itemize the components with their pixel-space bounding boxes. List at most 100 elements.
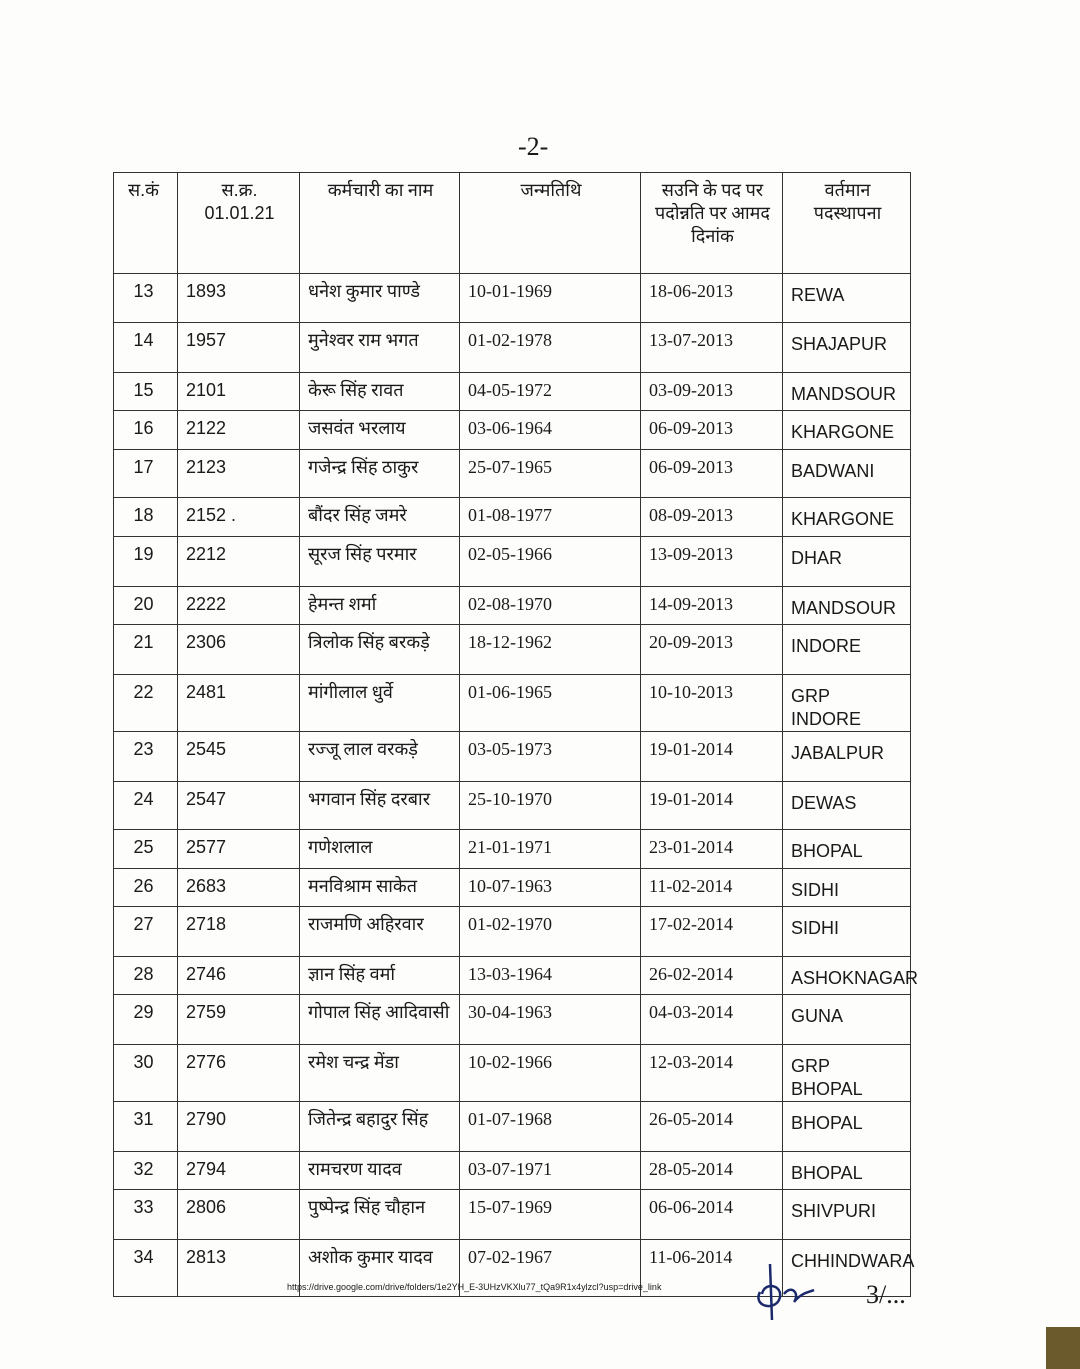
- table-row: 25 2577 गणेशलाल 21-01-1971 23-01-2014 BHOPAL: [113, 829, 911, 869]
- cell-posting: MANDSOUR: [782, 586, 911, 625]
- cell-posting: SIDHI: [782, 868, 911, 907]
- cell-serial: 24: [113, 781, 178, 830]
- cell-serial: 15: [113, 372, 178, 411]
- cell-name: जसवंत भरलाय: [299, 410, 460, 450]
- cell-promotion-date: 18-06-2013: [640, 273, 783, 323]
- cell-promotion-date: 17-02-2014: [640, 906, 783, 957]
- cell-serial: 27: [113, 906, 178, 957]
- cell-dob: 07-02-1967: [459, 1239, 641, 1297]
- page-number: -2-: [518, 132, 549, 161]
- cell-serial: 20: [113, 586, 178, 625]
- cell-dob: 01-02-1978: [459, 322, 641, 373]
- cell-posting: CHHINDWARA: [782, 1239, 914, 1297]
- cell-dob: 03-06-1964: [459, 410, 641, 450]
- table-row: 19 2212 सूरज सिंह परमार 02-05-1966 13-09-201…: [113, 536, 911, 587]
- cell-name: मांगीलाल धुर्वे: [299, 674, 460, 732]
- cell-dob: 10-01-1969: [459, 273, 641, 323]
- cell-name: बौंदर सिंह जमरे: [299, 497, 460, 537]
- cell-promotion-date: 26-02-2014: [640, 956, 783, 995]
- cell-promotion-date: 12-03-2014: [640, 1044, 783, 1102]
- cell-serial: 29: [113, 994, 178, 1045]
- table-row: 20 2222 हेमन्त शर्मा 02-08-1970 14-09-2013 MA…: [113, 586, 911, 625]
- cell-dob: 01-07-1968: [459, 1101, 641, 1152]
- cell-dob: 01-08-1977: [459, 497, 641, 537]
- cell-dob: 15-07-1969: [459, 1189, 641, 1240]
- cell-serial: 17: [113, 449, 178, 498]
- cell-posting: GUNA: [782, 994, 911, 1045]
- cell-serial: 23: [113, 731, 178, 782]
- cell-seniority: 2212: [177, 536, 300, 587]
- cell-posting: BHOPAL: [782, 1101, 911, 1152]
- cell-dob: 10-07-1963: [459, 868, 641, 907]
- table-row: 33 2806 पुष्पेन्द्र सिंह चौहान 15-07-1969 06…: [113, 1189, 911, 1240]
- cell-serial: 33: [113, 1189, 178, 1240]
- cell-dob: 30-04-1963: [459, 994, 641, 1045]
- cell-seniority: 2759: [177, 994, 300, 1045]
- table-row: 34 2813 अशोक कुमार यादव 07-02-1967 11-06-201…: [113, 1239, 914, 1297]
- table-row: 29 2759 गोपाल सिंह आदिवासी 30-04-1963 04-03-…: [113, 994, 911, 1045]
- cell-promotion-date: 06-09-2013: [640, 410, 783, 450]
- cell-name: केरू सिंह रावत: [299, 372, 460, 411]
- cell-serial: 14: [113, 322, 178, 373]
- cell-name: सूरज सिंह परमार: [299, 536, 460, 587]
- cell-name: रमेश चन्द्र मेंडा: [299, 1044, 460, 1102]
- table-row: 26 2683 मनविश्राम साकेत 10-07-1963 11-02-201…: [113, 868, 911, 907]
- cell-seniority: 2806: [177, 1189, 300, 1240]
- cell-dob: 01-06-1965: [459, 674, 641, 732]
- cell-promotion-date: 20-09-2013: [640, 624, 783, 675]
- cell-promotion-date: 13-09-2013: [640, 536, 783, 587]
- table-row: 15 2101 केरू सिंह रावत 04-05-1972 03-09-2013…: [113, 372, 911, 411]
- cell-dob: 02-05-1966: [459, 536, 641, 587]
- cell-serial: 18: [113, 497, 178, 537]
- cell-name: भगवान सिंह दरबार: [299, 781, 460, 830]
- cell-name: मुनेश्वर राम भगत: [299, 322, 460, 373]
- cell-serial: 26: [113, 868, 178, 907]
- cell-serial: 30: [113, 1044, 178, 1102]
- cell-posting: ASHOKNAGAR: [782, 956, 918, 995]
- cell-serial: 13: [113, 273, 178, 323]
- cell-posting: GRP INDORE: [782, 674, 911, 732]
- table-row: 22 2481 मांगीलाल धुर्वे 01-06-1965 10-10-201…: [113, 674, 911, 732]
- employee-table: स.कं स.क्र. 01.01.21 कर्मचारी का नाम जन्…: [113, 172, 918, 1297]
- cell-name: रामचरण यादव: [299, 1151, 460, 1190]
- cell-promotion-date: 10-10-2013: [640, 674, 783, 732]
- cell-name: रज्जू लाल वरकड़े: [299, 731, 460, 782]
- cell-posting: REWA: [782, 273, 911, 323]
- cell-posting: GRP BHOPAL: [782, 1044, 911, 1102]
- cell-posting: SHAJAPUR: [782, 322, 911, 373]
- cell-serial: 32: [113, 1151, 178, 1190]
- cell-promotion-date: 06-09-2013: [640, 449, 783, 498]
- cell-seniority: 2683: [177, 868, 300, 907]
- cell-dob: 04-05-1972: [459, 372, 641, 411]
- cell-name: गजेन्द्र सिंह ठाकुर: [299, 449, 460, 498]
- cell-promotion-date: 04-03-2014: [640, 994, 783, 1045]
- cell-seniority: 2776: [177, 1044, 300, 1102]
- background-edge: [1046, 1327, 1080, 1369]
- cell-seniority: 1893: [177, 273, 300, 323]
- cell-posting: KHARGONE: [782, 497, 911, 537]
- table-row: 21 2306 त्रिलोक सिंह बरकड़े 18-12-1962 20-09…: [113, 624, 911, 675]
- cell-promotion-date: 28-05-2014: [640, 1151, 783, 1190]
- cell-serial: 34: [113, 1239, 178, 1297]
- cell-dob: 03-05-1973: [459, 731, 641, 782]
- cell-name: पुष्पेन्द्र सिंह चौहान: [299, 1189, 460, 1240]
- cell-dob: 03-07-1971: [459, 1151, 641, 1190]
- cell-dob: 25-10-1970: [459, 781, 641, 830]
- cell-seniority: 2794: [177, 1151, 300, 1190]
- cell-seniority: 2790: [177, 1101, 300, 1152]
- cell-promotion-date: 11-02-2014: [640, 868, 783, 907]
- cell-posting: SIDHI: [782, 906, 911, 957]
- cell-seniority: 2222: [177, 586, 300, 625]
- cell-name: राजमणि अहिरवार: [299, 906, 460, 957]
- cell-posting: JABALPUR: [782, 731, 911, 782]
- cell-dob: 10-02-1966: [459, 1044, 641, 1102]
- table-row: 27 2718 राजमणि अहिरवार 01-02-1970 17-02-2014…: [113, 906, 911, 957]
- cell-name: धनेश कुमार पाण्डे: [299, 273, 460, 323]
- cell-posting: BHOPAL: [782, 829, 911, 869]
- cell-posting: DHAR: [782, 536, 911, 587]
- drive-link[interactable]: https://drive.google.com/drive/folders/1…: [287, 1282, 662, 1292]
- cell-promotion-date: 23-01-2014: [640, 829, 783, 869]
- cell-posting: BHOPAL: [782, 1151, 911, 1190]
- cell-serial: 25: [113, 829, 178, 869]
